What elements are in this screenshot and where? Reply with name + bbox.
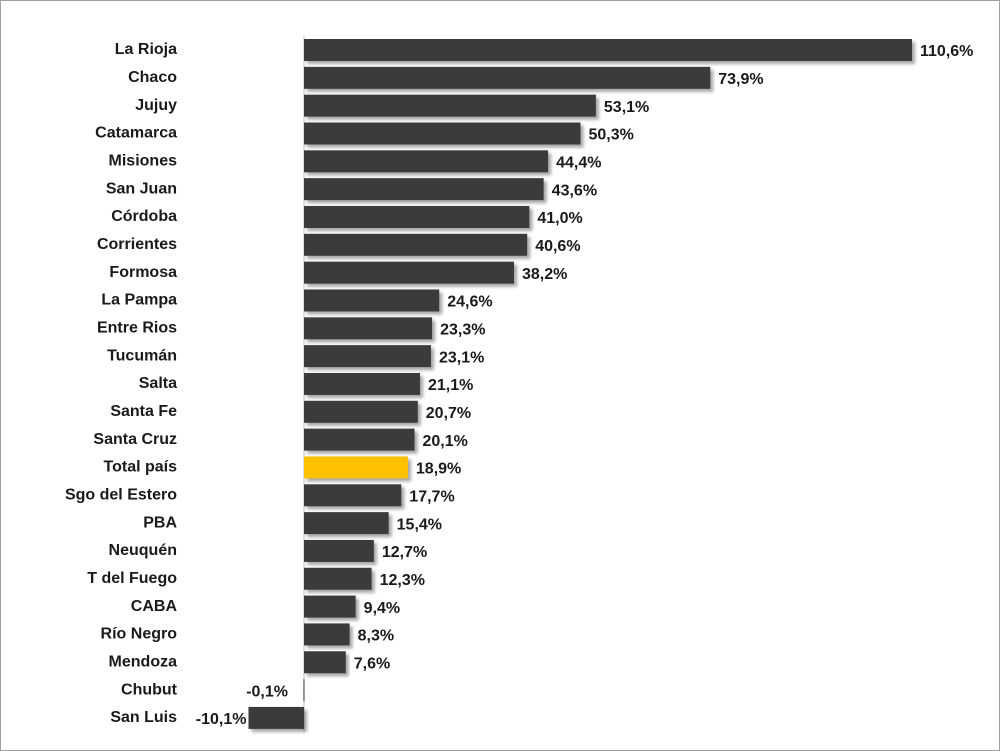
category-label: Jujuy	[135, 97, 177, 114]
value-label: 40,6%	[535, 238, 580, 255]
value-label: 17,7%	[409, 488, 454, 505]
value-label: 110,6%	[920, 43, 973, 60]
value-label: 50,3%	[589, 127, 634, 144]
bar	[304, 317, 433, 340]
value-label: 44,4%	[556, 155, 601, 172]
category-label: Formosa	[109, 264, 177, 281]
bar	[304, 94, 596, 117]
category-label: T del Fuego	[87, 570, 177, 587]
category-label: Corrientes	[97, 236, 177, 253]
value-label: 12,3%	[380, 572, 425, 589]
category-label: La Pampa	[101, 292, 177, 309]
category-label: CABA	[131, 598, 178, 615]
category-label: Chaco	[128, 69, 177, 86]
category-label: Santa Fe	[110, 403, 177, 420]
value-label: 73,9%	[718, 71, 763, 88]
value-label: 18,9%	[416, 461, 461, 478]
bar	[304, 400, 418, 423]
value-label: 38,2%	[522, 266, 567, 283]
bar	[304, 66, 711, 89]
category-label: Salta	[139, 375, 177, 392]
value-label: 20,7%	[426, 405, 471, 422]
value-label: 24,6%	[447, 294, 492, 311]
category-label: Catamarca	[95, 125, 177, 142]
value-label: 21,1%	[428, 377, 473, 394]
bar	[304, 567, 372, 590]
bar	[304, 233, 528, 256]
bar	[304, 539, 374, 562]
bar	[304, 456, 408, 479]
category-label: La Rioja	[115, 41, 177, 58]
category-label: San Juan	[106, 180, 177, 197]
category-label: Entre Rios	[97, 320, 177, 337]
category-label: Río Negro	[101, 626, 178, 643]
bar	[303, 679, 305, 702]
category-label: Mendoza	[109, 653, 178, 670]
bar	[304, 512, 389, 535]
bar	[304, 345, 431, 368]
value-label: 7,6%	[354, 655, 390, 672]
bar	[304, 595, 356, 618]
bar	[304, 428, 415, 451]
category-label: PBA	[143, 514, 177, 531]
value-label: 41,0%	[537, 210, 582, 227]
value-label: 43,6%	[552, 182, 597, 199]
bar	[304, 261, 514, 284]
bar	[304, 150, 549, 173]
category-label: Santa Cruz	[93, 431, 177, 448]
category-label: Sgo del Estero	[65, 486, 177, 503]
value-label: 9,4%	[364, 600, 400, 617]
bar	[304, 122, 581, 145]
bar	[304, 372, 420, 395]
category-label: Tucumán	[107, 347, 177, 364]
bar	[304, 484, 402, 507]
value-label: 20,1%	[422, 433, 467, 450]
category-label: Neuquén	[109, 542, 177, 559]
category-label: Chubut	[121, 681, 178, 698]
value-label: 23,1%	[439, 349, 484, 366]
bar	[248, 706, 304, 729]
value-label: 23,3%	[440, 322, 485, 339]
category-label: Total país	[104, 459, 178, 476]
category-label: Misiones	[109, 153, 178, 170]
bar	[304, 178, 544, 201]
bar	[304, 39, 912, 61]
value-label: 53,1%	[604, 99, 649, 116]
bar	[304, 623, 350, 646]
bar	[304, 205, 530, 228]
value-label: 12,7%	[382, 544, 427, 561]
value-label: 8,3%	[358, 628, 394, 645]
value-label: -10,1%	[196, 711, 247, 728]
value-label: 15,4%	[397, 516, 442, 533]
bar	[304, 289, 440, 312]
category-label: San Luis	[110, 709, 177, 726]
bar	[304, 651, 346, 674]
value-label: -0,1%	[246, 683, 288, 700]
category-label: Córdoba	[111, 208, 177, 225]
